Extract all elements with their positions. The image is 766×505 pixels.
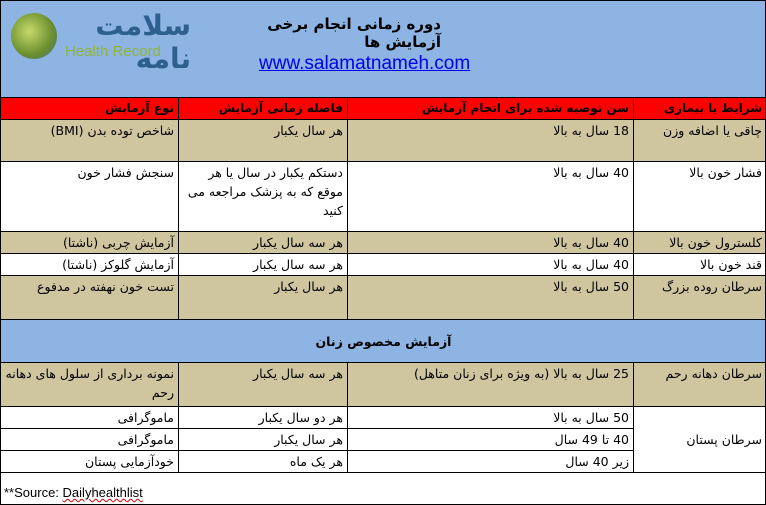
cell-interval: هر سال یکبار xyxy=(178,428,348,451)
cell-test: تست خون نهفته در مدفوع xyxy=(0,275,179,320)
source-prefix: **Source: xyxy=(4,485,63,500)
table-row: زیر 40 سال هر یک ماه خودآزمایی پستان xyxy=(0,450,766,473)
table-row: چاقی یا اضافه وزن 18 سال به بالا هر سال … xyxy=(0,119,766,162)
cell-test: نمونه برداری از سلول های دهانه رحم xyxy=(0,362,179,407)
cell-interval: هر سال یکبار xyxy=(178,119,348,162)
cell-interval: هر یک ماه xyxy=(178,450,348,473)
source-note: **Source: Dailyhealthlist xyxy=(4,485,143,500)
cell-test: خودآزمایی پستان xyxy=(0,450,179,473)
table-row: فشار خون بالا 40 سال به بالا دستکم یکبار… xyxy=(0,161,766,232)
cell-age: 18 سال به بالا xyxy=(347,119,634,162)
logo-icon xyxy=(11,13,57,59)
section-header: آزمایش مخصوص زنان xyxy=(0,319,766,363)
logo-text-fa: سلامت نامه xyxy=(95,9,191,75)
table-row: قند خون بالا 40 سال به بالا هر سه سال یک… xyxy=(0,253,766,276)
cell-condition: قند خون بالا xyxy=(633,253,766,276)
table-row: سرطان روده بزرگ 50 سال به بالا هر سال یک… xyxy=(0,275,766,320)
cell-condition: سرطان روده بزرگ xyxy=(633,275,766,320)
cell-condition: فشار خون بالا xyxy=(633,161,766,232)
cell-interval: هر سال یکبار xyxy=(178,275,348,320)
cell-test: آزمایش گلوکز (ناشتا) xyxy=(0,253,179,276)
cell-test: شاخص توده بدن (BMI) xyxy=(0,119,179,162)
cell-interval: هر سه سال یکبار xyxy=(178,231,348,254)
cell-test: آزمایش چربی (ناشتا) xyxy=(0,231,179,254)
cell-test: ماموگرافی xyxy=(0,428,179,451)
logo-text-en: Health Record xyxy=(65,43,161,60)
col-header: شرایط یا بیماری xyxy=(633,97,766,120)
source-name: Dailyhealthlist xyxy=(62,485,143,500)
cell-condition: چاقی یا اضافه وزن xyxy=(633,119,766,162)
table-header: شرایط یا بیماری سن توصیه شده برای انجام … xyxy=(0,97,766,120)
tests-table: شرایط یا بیماری سن توصیه شده برای انجام … xyxy=(0,97,766,473)
col-header: فاصله زمانی آزمایش xyxy=(178,97,348,120)
cell-age: 40 سال به بالا xyxy=(347,161,634,232)
cell-age: 50 سال به بالا xyxy=(347,275,634,320)
cell-condition: سرطان دهانه رحم xyxy=(633,362,766,407)
page-title: دوره زمانی انجام برخی آزمایش ها xyxy=(267,15,441,51)
cell-interval: هر سه سال یکبار xyxy=(178,362,348,407)
section-title: آزمایش مخصوص زنان xyxy=(0,319,766,363)
col-header: نوع آزمایش xyxy=(0,97,179,120)
cell-age: زیر 40 سال xyxy=(347,450,634,473)
table-row: کلسترول خون بالا 40 سال به بالا هر سه سا… xyxy=(0,231,766,254)
header-banner: سلامت نامه Health Record دوره زمانی انجا… xyxy=(0,0,766,97)
site-link[interactable]: www.salamatnameh.com xyxy=(259,53,471,74)
col-header: سن توصیه شده برای انجام آزمایش xyxy=(347,97,634,120)
table-row: 40 تا 49 سال هر سال یکبار ماموگرافی xyxy=(0,428,766,451)
cell-condition: سرطان پستان xyxy=(633,406,766,473)
cell-interval: دستکم یکبار در سال یا هر موقع که به پزشک… xyxy=(178,161,348,232)
logo: سلامت نامه Health Record xyxy=(11,9,191,75)
cell-test: ماموگرافی xyxy=(0,406,179,429)
cell-condition: کلسترول خون بالا xyxy=(633,231,766,254)
